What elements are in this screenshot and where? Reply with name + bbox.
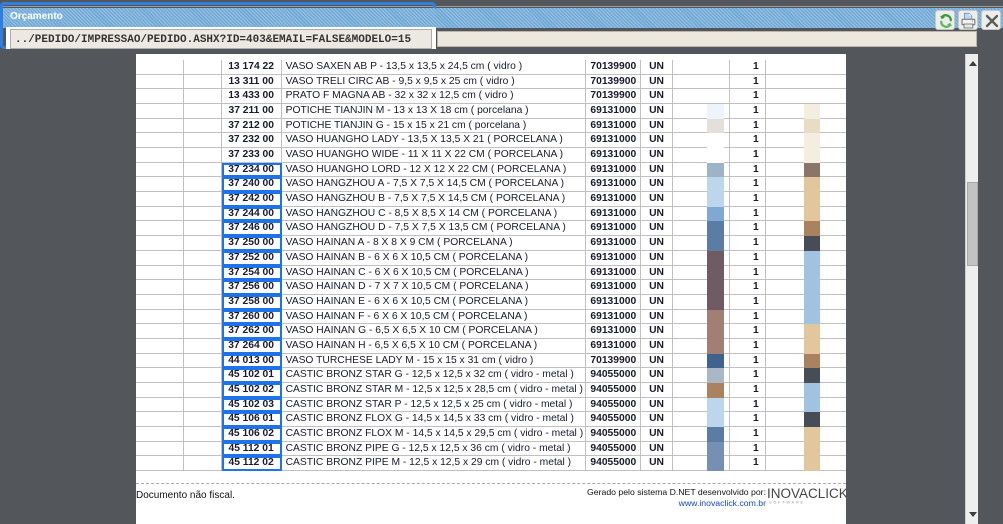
svg-text:SOFTWARE: SOFTWARE (769, 500, 805, 504)
svg-text:INOVACLICK: INOVACLICK (767, 486, 846, 501)
